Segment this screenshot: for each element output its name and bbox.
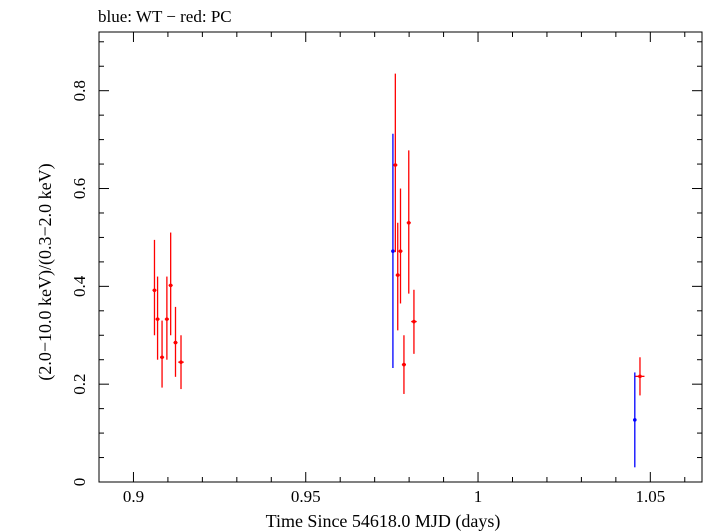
point-marker xyxy=(412,319,416,324)
x-axis-label: Time Since 54618.0 MJD (days) xyxy=(266,511,501,532)
data-point-pc xyxy=(178,335,184,390)
data-point-wt xyxy=(633,372,637,468)
plot-frame xyxy=(98,31,703,483)
point-marker xyxy=(165,317,169,321)
point-marker xyxy=(398,249,403,253)
point-marker xyxy=(406,220,411,225)
series-wt xyxy=(391,133,637,468)
point-marker xyxy=(155,317,160,321)
y-tick-label: 0.8 xyxy=(70,80,89,101)
y-axis-label: (2.0−10.0 keV)/(0.3−2.0 keV) xyxy=(35,163,56,380)
data-point-pc xyxy=(159,320,165,388)
x-tick-label: 1 xyxy=(474,487,483,506)
point-marker xyxy=(179,360,183,364)
point-marker xyxy=(393,163,398,167)
data-point-pc xyxy=(173,306,178,377)
data-point-pc xyxy=(398,188,403,304)
y-tick-label: 0.2 xyxy=(70,374,89,395)
x-tick-label: 0.9 xyxy=(123,487,144,506)
data-point-pc xyxy=(393,73,398,253)
y-tick-label: 0.6 xyxy=(70,178,89,199)
data-point-pc xyxy=(168,232,173,336)
point-marker xyxy=(395,273,400,277)
chart-title: blue: WT − red: PC xyxy=(98,7,232,26)
x-tick-label: 1.05 xyxy=(635,487,665,506)
data-point-pc xyxy=(155,276,160,360)
point-marker xyxy=(173,340,178,345)
data-point-pc xyxy=(152,239,157,336)
y-tick-label: 0 xyxy=(70,478,89,487)
series-pc xyxy=(152,73,645,396)
point-marker xyxy=(168,283,173,288)
point-marker xyxy=(152,288,157,293)
data-point-pc xyxy=(395,222,400,331)
data-marks xyxy=(152,73,645,468)
point-marker xyxy=(160,355,164,360)
data-point-pc xyxy=(406,150,411,294)
data-point-pc xyxy=(164,276,169,360)
point-marker xyxy=(633,418,637,422)
data-point-pc xyxy=(411,289,417,354)
point-marker xyxy=(402,362,406,367)
point-marker xyxy=(391,249,395,253)
x-tick-label: 0.95 xyxy=(291,487,321,506)
axis-ticks: 0.9 0.95 1 1.05 0 0.2 0.4 0.6 0.8 xyxy=(70,32,702,506)
point-marker xyxy=(638,374,642,379)
data-point-wt xyxy=(391,133,395,369)
data-point-pc xyxy=(635,357,645,396)
y-tick-label: 0.4 xyxy=(70,275,89,297)
data-point-pc xyxy=(401,335,407,394)
